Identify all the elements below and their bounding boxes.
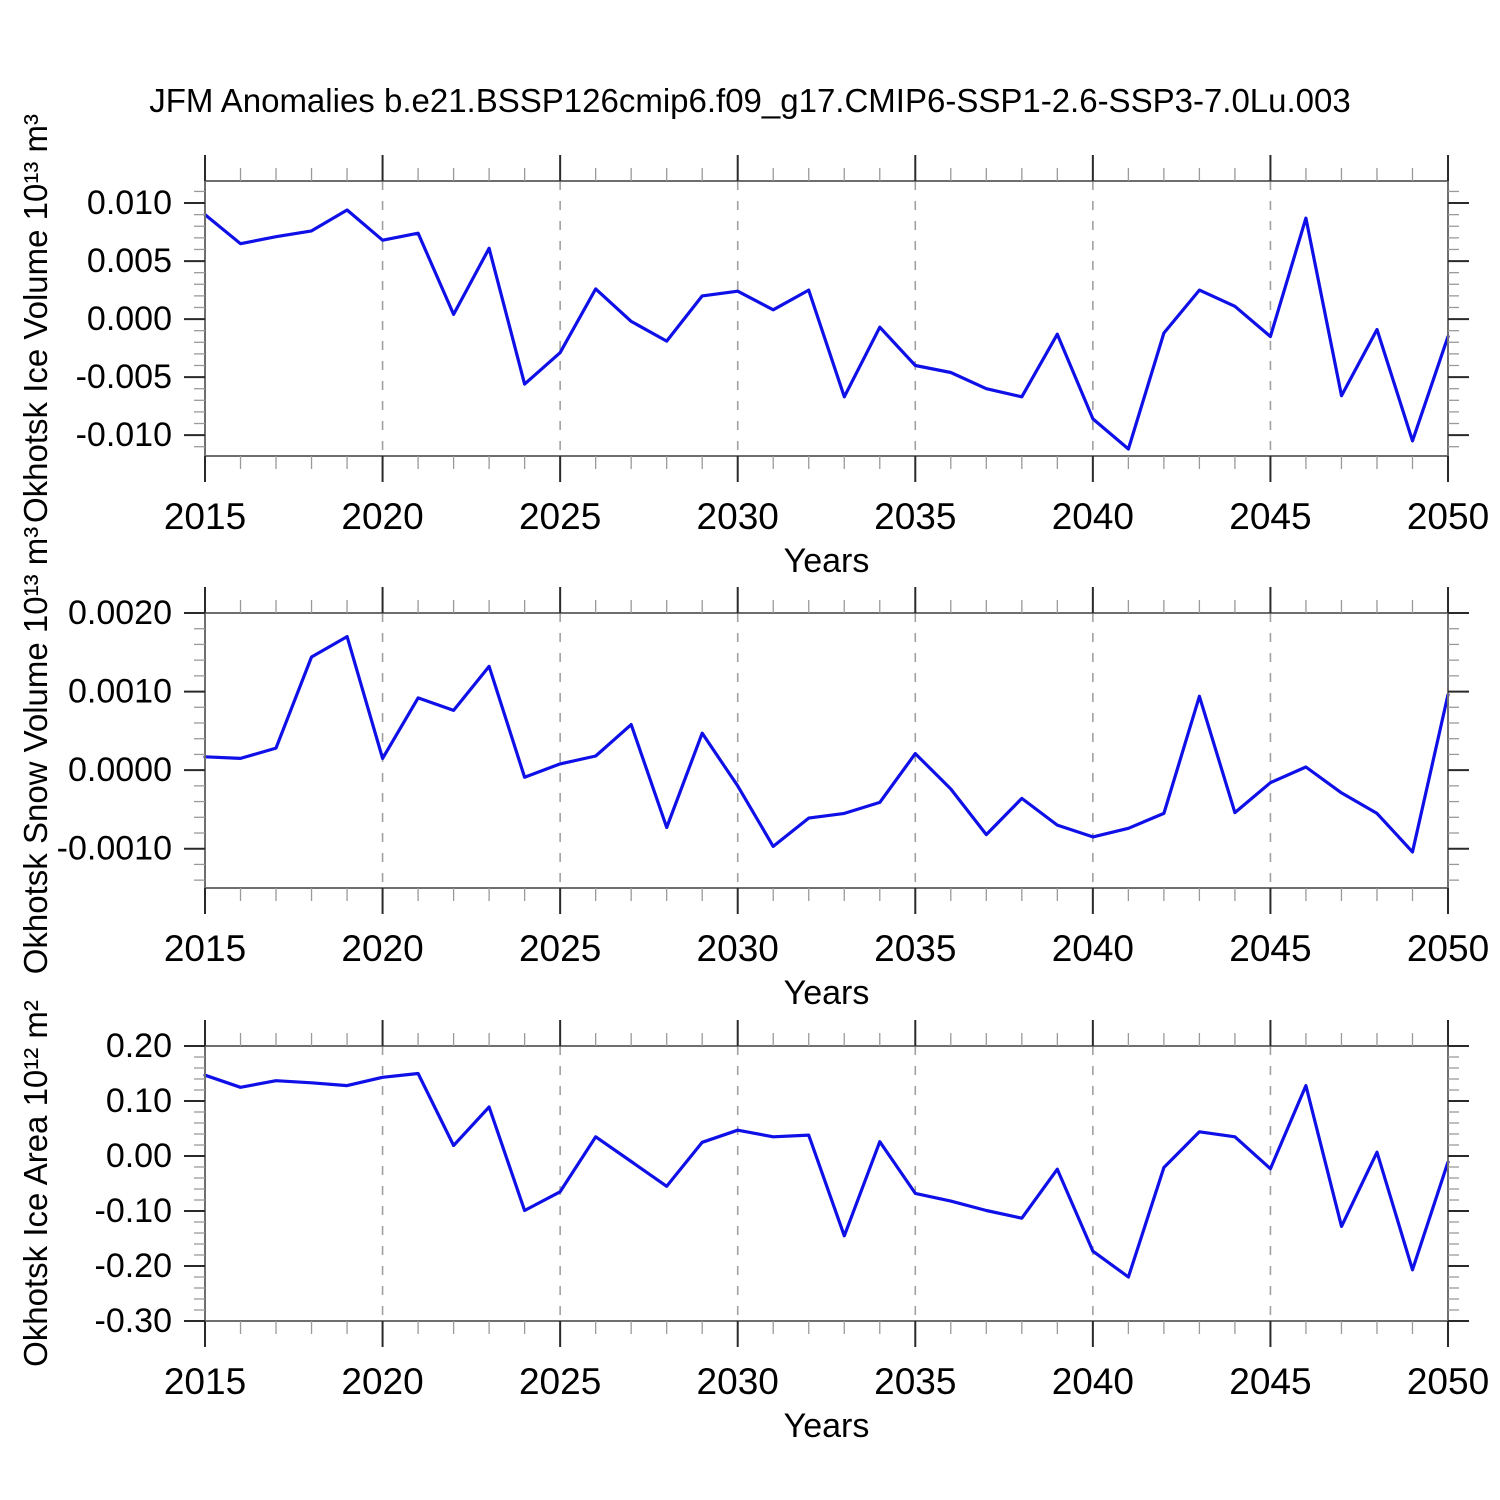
- x-tick-label-2035: 2035: [874, 928, 956, 969]
- panel-1: 0.010 0.005 0.000 -0.005 -0.010 2015 2020 2025 2…: [17, 114, 1489, 580]
- plot-frame: [204, 612, 1449, 889]
- x-tick-label-2035: 2035: [874, 1361, 956, 1402]
- y-tick-label-3: -0.005: [76, 358, 172, 396]
- y-tick-label-3: -0.10: [95, 1192, 173, 1230]
- x-tick-label-2025: 2025: [519, 1361, 601, 1402]
- y-tick-label-2: 0.000: [87, 300, 172, 338]
- chart-title: JFM Anomalies b.e21.BSSP126cmip6.f09_g17…: [149, 82, 1351, 119]
- x-tick-label-2035: 2035: [874, 496, 956, 537]
- y-tick-label-4: -0.010: [76, 416, 172, 454]
- series-line: [203, 208, 1450, 451]
- x-tick-label-2025: 2025: [519, 928, 601, 969]
- x-tick-label-2045: 2045: [1229, 496, 1311, 537]
- y-tick-label-4: -0.20: [95, 1247, 173, 1285]
- x-tick-label-2050: 2050: [1407, 928, 1489, 969]
- x-tick-label-2020: 2020: [341, 928, 423, 969]
- y-tick-label-2: 0.00: [106, 1137, 172, 1175]
- y-tick-label-2: 0.0000: [68, 751, 172, 789]
- y-tick-label-1: 0.005: [87, 242, 172, 280]
- y-tick-label-5: -0.30: [95, 1302, 173, 1340]
- panel-2: 0.0020 0.0010 0.0000 -0.0010 2015 2020 2025 203…: [17, 527, 1489, 1012]
- series-line: [203, 634, 1450, 854]
- y-tick-label-1: 0.0010: [68, 673, 172, 711]
- x-tick-label-2045: 2045: [1229, 928, 1311, 969]
- x-tick-label-2050: 2050: [1407, 1361, 1489, 1402]
- x-tick-label-2015: 2015: [164, 928, 246, 969]
- x-tick-label-2030: 2030: [697, 496, 779, 537]
- plot-frame: [204, 180, 1449, 457]
- x-axis-title: Years: [784, 542, 870, 580]
- x-tick-label-2040: 2040: [1052, 496, 1134, 537]
- x-tick-label-2045: 2045: [1229, 1361, 1311, 1402]
- x-tick-label-2025: 2025: [519, 496, 601, 537]
- x-tick-label-2020: 2020: [341, 1361, 423, 1402]
- y-tick-label-3: -0.0010: [57, 830, 172, 868]
- y-axis-title: Okhotsk Ice Area 10¹² m²: [17, 1000, 54, 1367]
- y-axis-title: Okhotsk Ice Volume 10¹³ m³: [17, 114, 54, 523]
- y-tick-label-0: 0.010: [87, 184, 172, 222]
- x-tick-label-2050: 2050: [1407, 496, 1489, 537]
- y-tick-label-0: 0.20: [106, 1027, 172, 1065]
- series-line: [203, 1071, 1450, 1279]
- x-axis-title: Years: [784, 974, 870, 1012]
- y-axis-title: Okhotsk Snow Volume 10¹³ m³: [17, 527, 54, 975]
- x-tick-label-2015: 2015: [164, 1361, 246, 1402]
- x-tick-label-2015: 2015: [164, 496, 246, 537]
- x-tick-label-2020: 2020: [341, 496, 423, 537]
- plot-frame: [204, 1045, 1449, 1322]
- y-tick-label-0: 0.0020: [68, 594, 172, 632]
- x-tick-label-2040: 2040: [1052, 1361, 1134, 1402]
- x-tick-label-2030: 2030: [697, 928, 779, 969]
- x-axis-title: Years: [784, 1407, 870, 1445]
- x-tick-label-2040: 2040: [1052, 928, 1134, 969]
- panel-3: 0.20 0.10 0.00 -0.10 -0.20 -0.30 2015 2020 2025 2…: [17, 1000, 1489, 1445]
- x-tick-label-2030: 2030: [697, 1361, 779, 1402]
- y-tick-label-1: 0.10: [106, 1082, 172, 1120]
